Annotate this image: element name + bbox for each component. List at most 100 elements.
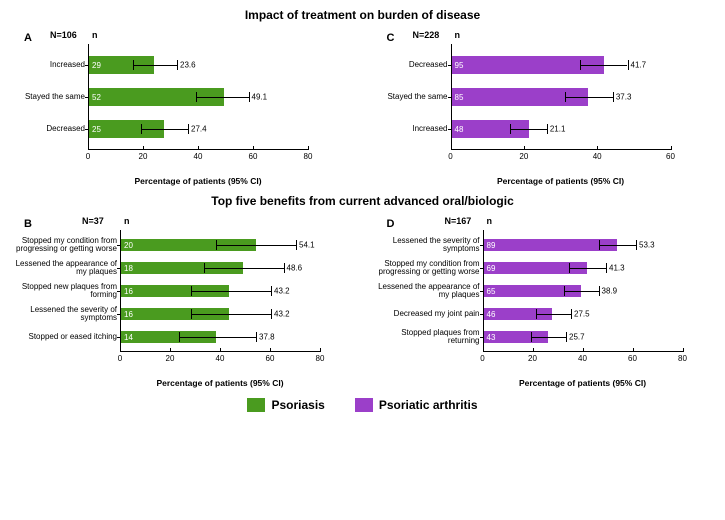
xtick-label: 40 [578,354,587,363]
bar-row: Decreased my joint pain4627.5 [484,306,683,322]
bar-value: 49.1 [252,93,268,102]
error-cap-hi [566,332,567,342]
error-bar [191,314,271,315]
bar-n: 25 [89,125,101,134]
bar: 89 [484,239,617,251]
bar-n: 52 [89,93,101,102]
error-cap-lo [599,240,600,250]
error-cap-lo [191,309,192,319]
bar-label: Lessened the severity of symptoms [13,306,121,323]
error-cap-hi [613,92,614,102]
xtick-mark [270,348,271,352]
bar-value: 25.7 [569,333,585,342]
bar-value: 37.8 [259,333,275,342]
bar-label: Decreased [376,61,452,69]
error-bar [216,245,296,246]
bar-value: 27.4 [191,125,207,134]
n-total: N=167 [445,216,472,226]
xtick-mark [671,146,672,150]
bar-row: Stopped my condition from progressing or… [484,260,683,276]
bar-row: Stopped or eased itching1437.8 [121,329,320,345]
bar-value: 48.6 [287,264,303,273]
error-bar [133,65,177,66]
xtick-label: 60 [628,354,637,363]
bar-value: 21.1 [550,125,566,134]
error-cap-hi [271,286,272,296]
xtick-mark [253,146,254,150]
error-cap-hi [636,240,637,250]
bar-value: 41.7 [631,61,647,70]
error-cap-lo [531,332,532,342]
error-cap-hi [571,309,572,319]
xtick-label: 80 [316,354,325,363]
error-cap-lo [191,286,192,296]
n-total: N=106 [50,30,77,40]
xtick-label: 20 [528,354,537,363]
xtick-mark [483,348,484,352]
error-cap-hi [599,286,600,296]
xtick-mark [533,348,534,352]
panel-letter: D [387,218,395,230]
error-cap-lo [565,92,566,102]
bar-n: 46 [484,310,496,319]
n-total: N=228 [413,30,440,40]
main-title: Impact of treatment on burden of disease [0,0,725,26]
xtick-mark [170,348,171,352]
x-axis-label: Percentage of patients (95% CI) [88,176,308,186]
error-cap-lo [216,240,217,250]
bar-value: 27.5 [574,310,590,319]
error-cap-hi [188,124,189,134]
bar-row: Stayed the same5249.1 [89,86,308,108]
error-cap-hi [628,60,629,70]
xtick-mark [320,348,321,352]
error-cap-lo [196,92,197,102]
error-cap-hi [284,263,285,273]
xtick-label: 40 [194,152,203,161]
error-bar [564,291,599,292]
legend-psoriasis: Psoriasis [247,398,324,412]
bar-n: 29 [89,61,101,70]
legend-label-psa: Psoriatic arthritis [379,398,478,412]
bar-row: Decreased2527.4 [89,118,308,140]
n-col-label: n [124,216,130,226]
bar-label: Stopped my condition from progressing or… [13,237,121,254]
error-bar [141,129,188,130]
error-cap-hi [271,309,272,319]
error-bar [204,268,284,269]
bar-row: Stayed the same8537.3 [452,86,671,108]
bar-label: Stopped plaques from returning [376,329,484,346]
bar-value: 41.3 [609,264,625,273]
xtick-mark [597,146,598,150]
axis-area: Stopped my condition from progressing or… [120,230,320,352]
panel-letter: B [24,218,32,230]
bar-row: Stopped plaques from returning4325.7 [484,329,683,345]
xtick-label: 0 [86,152,90,161]
xtick-label: 60 [666,152,675,161]
xtick-label: 40 [216,354,225,363]
figure: Impact of treatment on burden of disease… [0,0,725,420]
bar-value: 37.3 [616,93,632,102]
bar-label: Stopped my condition from progressing or… [376,260,484,277]
xtick-mark [583,348,584,352]
bar-n: 14 [121,333,133,342]
xtick-mark [143,146,144,150]
xtick-mark [451,146,452,150]
row-top: AN=106nIncreased2923.6Stayed the same524… [0,26,725,188]
bar-n: 18 [121,264,133,273]
bar-n: 16 [121,287,133,296]
xtick-mark [633,348,634,352]
bar-row: Lessened the severity of symptoms1643.2 [121,306,320,322]
bar-row: Stopped new plaques from forming1643.2 [121,283,320,299]
bar-n: 89 [484,241,496,250]
error-cap-lo [564,286,565,296]
error-bar [565,97,613,98]
xtick-label: 0 [448,152,452,161]
legend-psa: Psoriatic arthritis [355,398,478,412]
x-axis-label: Percentage of patients (95% CI) [451,176,671,186]
error-bar [191,291,271,292]
bar-value: 43.2 [274,310,290,319]
legend: Psoriasis Psoriatic arthritis [0,390,725,420]
error-cap-lo [569,263,570,273]
error-cap-hi [256,332,257,342]
xtick-mark [120,348,121,352]
